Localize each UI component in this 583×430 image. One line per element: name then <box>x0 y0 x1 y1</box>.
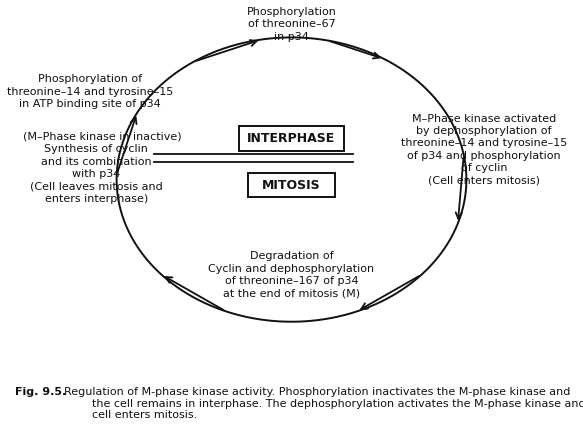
Text: M–Phase kinase activated
by dephosphorylation of
threonine–14 and tyrosine–15
of: M–Phase kinase activated by dephosphoryl… <box>401 114 567 186</box>
FancyBboxPatch shape <box>248 173 335 197</box>
Text: INTERPHASE: INTERPHASE <box>247 132 336 145</box>
Text: MITOSIS: MITOSIS <box>262 179 321 192</box>
Text: Phosphorylation of
threonine–14 and tyrosine–15
in ATP binding site of p34: Phosphorylation of threonine–14 and tyro… <box>7 74 174 109</box>
Text: (M–Phase kinase in inactive): (M–Phase kinase in inactive) <box>23 132 181 141</box>
Text: Fig. 9.5.: Fig. 9.5. <box>15 387 66 397</box>
Text: Regulation of M-phase kinase activity. Phosphorylation inactivates the M-phase k: Regulation of M-phase kinase activity. P… <box>57 387 583 420</box>
Text: Degradation of
Cyclin and dephosphorylation
of threonine–167 of p34
at the end o: Degradation of Cyclin and dephosphorylat… <box>209 252 374 298</box>
Text: Phosphorylation
of threonine–67
in p34: Phosphorylation of threonine–67 in p34 <box>247 7 336 42</box>
Text: Synthesis of cyclin
and its combination
with p34
(Cell leaves mitosis and
enters: Synthesis of cyclin and its combination … <box>30 144 163 204</box>
FancyBboxPatch shape <box>239 126 344 150</box>
